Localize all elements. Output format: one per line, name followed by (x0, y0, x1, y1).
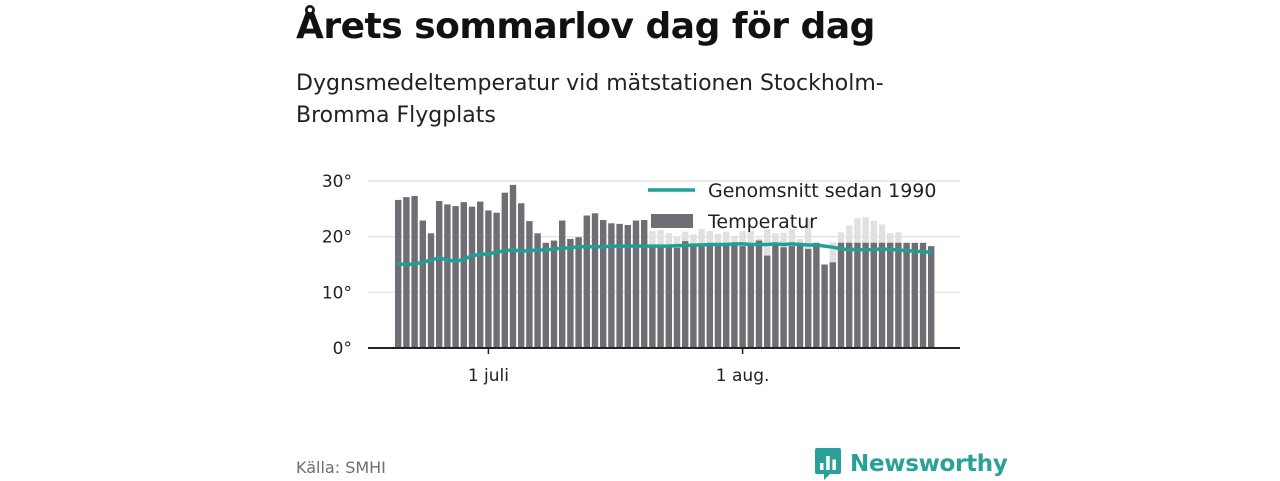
temperature-bar (862, 242, 869, 348)
temperature-bar (706, 245, 713, 348)
temperature-bar (559, 220, 566, 348)
temperature-bar (665, 244, 672, 348)
temperature-bar (600, 219, 607, 348)
legend-bar-swatch (651, 214, 693, 228)
source-note: Källa: SMHI (296, 458, 386, 477)
brand-logo: Newsworthy (814, 447, 1008, 481)
temperature-bar (821, 264, 828, 348)
temperature-bar (444, 204, 451, 348)
temperature-bar (895, 242, 902, 348)
temperature-bar (501, 192, 508, 348)
temperature-bar (870, 242, 877, 348)
temperature-bar (903, 242, 910, 348)
temperature-bar (805, 248, 812, 348)
temperature-bar (477, 201, 484, 348)
temperature-bar (837, 242, 845, 348)
temperature-bar (534, 233, 541, 348)
temperature-bar (403, 197, 410, 348)
temperature-bar (526, 221, 533, 348)
chart-speech-bubble-icon (815, 448, 841, 480)
temperature-bar (550, 240, 558, 348)
temperature-bar (755, 240, 763, 348)
temperature-bar (780, 247, 787, 348)
temperature-bar (542, 242, 549, 348)
temperature-bar (591, 213, 599, 348)
temperature-bar (419, 220, 426, 348)
y-tick-label: 0° (333, 339, 352, 359)
temperature-bar (608, 223, 615, 348)
temperature-bar (485, 210, 492, 348)
temperature-bar (796, 242, 804, 348)
temperature-bar (739, 246, 746, 348)
temperature-bar (452, 206, 459, 348)
brand-name: Newsworthy (850, 451, 1008, 477)
temperature-bar (829, 262, 836, 348)
temperature-bar (395, 199, 402, 348)
temperature-bar (747, 244, 754, 348)
temperature-bar (714, 244, 722, 348)
y-tick-label: 30° (322, 172, 352, 192)
temperature-bar (411, 196, 418, 348)
temperature-bar (772, 242, 779, 348)
temperature-bar (509, 184, 517, 348)
y-tick-label: 10° (322, 283, 352, 303)
chart-title: Årets sommarlov dag för dag (296, 6, 875, 47)
temperature-bar (698, 243, 705, 348)
temperature-bar (427, 233, 435, 348)
temperature-bar (887, 242, 894, 348)
temperature-bar (673, 247, 681, 348)
temperature-bar (919, 242, 927, 348)
temperature-bar (928, 246, 935, 348)
temperature-bar (575, 237, 582, 348)
temperature-bar (436, 201, 443, 348)
temperature-bar (624, 224, 631, 348)
x-tick-label: 1 aug. (716, 366, 770, 386)
temperature-bar (911, 242, 918, 348)
y-tick-label: 20° (322, 228, 352, 248)
temperature-bar (518, 203, 525, 348)
temperature-bar (567, 238, 574, 348)
temperature-bar (468, 206, 476, 348)
temperature-bar (641, 219, 648, 348)
temperature-bar (854, 242, 861, 348)
chart-subtitle: Dygnsmedeltemperatur vid mätstationen St… (296, 71, 884, 128)
average-line-layer (396, 242, 933, 267)
temperature-bar (649, 245, 656, 348)
temperature-bar (616, 223, 623, 348)
temperature-bar (846, 242, 853, 348)
temperature-bar (723, 243, 730, 348)
temperature-bar (460, 202, 467, 348)
legend-label: Genomsnitt sedan 1990 (708, 180, 936, 202)
temperature-bar (690, 244, 697, 348)
temperature-bar (731, 244, 738, 348)
x-tick-label: 1 juli (468, 366, 509, 386)
legend: Genomsnitt sedan 1990 Temperatur (648, 180, 936, 233)
axes: 0° 10° 20° 30° 1 juli 1 aug. (322, 172, 960, 386)
temperature-bars (395, 184, 935, 348)
temperature-bar (813, 242, 820, 348)
temperature-bar (878, 242, 886, 348)
legend-label: Temperatur (707, 211, 817, 233)
temperature-bar (657, 244, 664, 348)
average-line (396, 242, 933, 267)
temperature-bar (764, 255, 771, 348)
temperature-bar (493, 212, 500, 348)
temperature-bar (682, 241, 689, 348)
temperature-bar (788, 246, 795, 348)
temperature-bar (632, 220, 640, 348)
temperature-bar (583, 215, 590, 348)
